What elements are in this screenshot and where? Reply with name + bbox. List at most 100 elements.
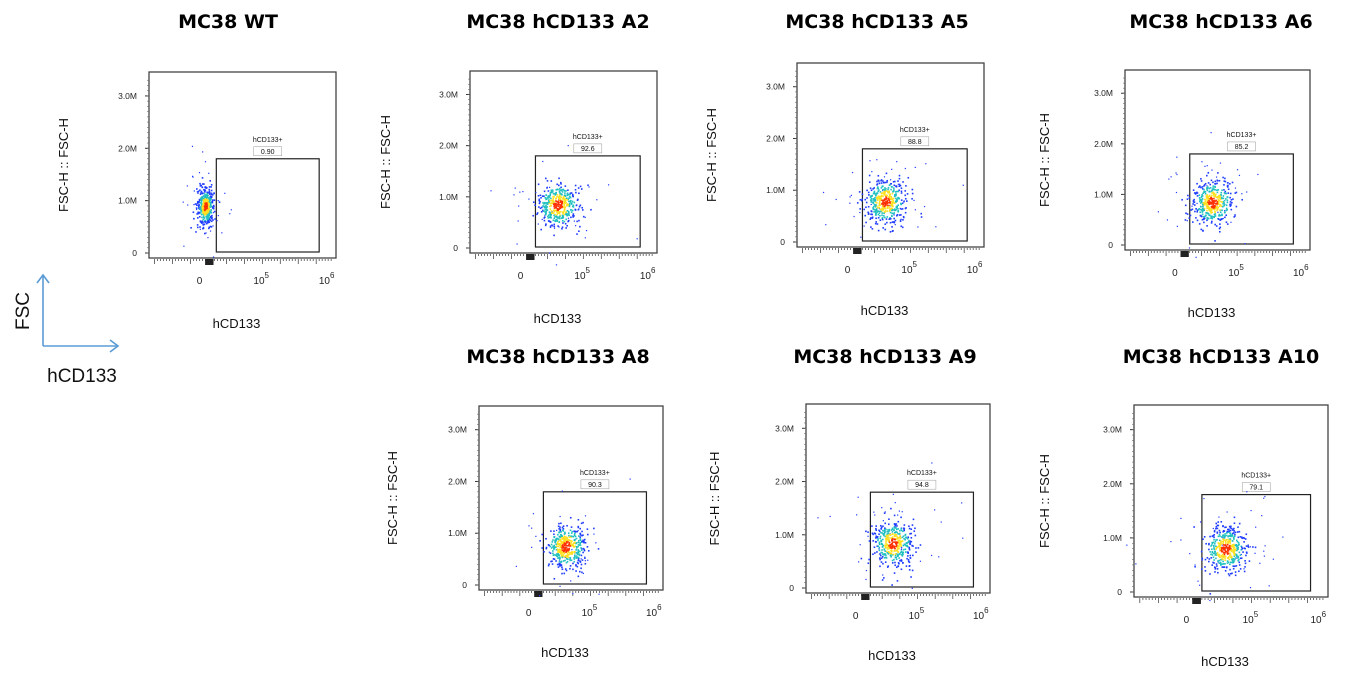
density-point: [548, 551, 550, 553]
density-point: [545, 202, 548, 204]
density-point: [911, 587, 913, 589]
density-point: [560, 189, 562, 192]
density-point: [890, 549, 893, 551]
plot-frame: [805, 403, 991, 594]
density-point: [564, 531, 566, 534]
density-point: [1199, 211, 1202, 214]
density-point: [1200, 199, 1203, 202]
density-point: [890, 507, 892, 510]
density-point: [881, 214, 883, 217]
density-point: [891, 207, 893, 210]
density-point: [199, 193, 202, 195]
density-point: [1189, 214, 1192, 217]
density-point: [897, 196, 899, 199]
density-point: [1239, 536, 1242, 538]
density-point: [1235, 545, 1238, 547]
density-point: [578, 205, 581, 208]
density-point: [871, 213, 873, 216]
x-tick-label: 0: [1172, 268, 1178, 279]
gate-name: hCD133+: [1227, 132, 1257, 139]
density-point: [1213, 559, 1215, 561]
density-point: [568, 200, 570, 203]
density-point: [551, 212, 553, 214]
density-point: [1199, 208, 1202, 211]
density-point: [1236, 169, 1239, 171]
density-point: [1219, 209, 1221, 211]
density-point: [567, 549, 569, 552]
density-point: [879, 191, 882, 193]
y-tick-label: 3.0M: [448, 425, 467, 435]
density-point: [545, 210, 548, 213]
density-point: [198, 211, 200, 214]
density-point: [1249, 587, 1252, 589]
density-point: [552, 200, 555, 202]
density-point: [208, 203, 210, 206]
density-point: [875, 201, 877, 204]
density-point: [575, 225, 577, 227]
density-point: [1228, 544, 1231, 547]
density-point: [553, 225, 556, 228]
gate-name: hCD133+: [1241, 473, 1271, 480]
density-point: [574, 535, 577, 538]
density-point: [1228, 556, 1230, 558]
density-point: [1238, 551, 1241, 554]
density-point: [1219, 198, 1222, 200]
density-point: [1209, 190, 1211, 193]
density-point: [896, 198, 898, 201]
density-point: [548, 563, 550, 565]
density-point: [1200, 228, 1203, 231]
density-point: [882, 185, 884, 188]
density-point: [1227, 542, 1229, 545]
density-point: [200, 196, 203, 199]
density-point: [872, 187, 874, 190]
density-point: [563, 190, 566, 192]
density-point: [201, 221, 203, 223]
density-point: [1264, 545, 1266, 547]
density-point: [1206, 201, 1208, 203]
density-point: [216, 220, 218, 222]
density-point: [1210, 207, 1212, 210]
density-point: [905, 200, 908, 202]
density-point: [1224, 210, 1226, 212]
density-point: [559, 192, 561, 194]
density-point: [515, 565, 517, 567]
density-point: [204, 208, 207, 210]
density-point: [208, 190, 211, 193]
density-point: [882, 195, 884, 198]
density-point: [554, 206, 557, 209]
density-point: [904, 533, 907, 536]
density-point: [898, 174, 901, 177]
density-point: [209, 203, 212, 206]
density-point: [202, 227, 205, 230]
density-point: [209, 199, 211, 202]
density-point: [899, 529, 901, 532]
density-point: [541, 218, 543, 221]
gate-percent: 90.3: [588, 482, 602, 489]
density-point: [538, 199, 540, 202]
density-point: [1192, 201, 1195, 203]
density-point: [569, 196, 572, 199]
density-point: [1223, 184, 1225, 186]
density-point: [861, 198, 864, 201]
density-point: [896, 553, 898, 555]
density-point: [1217, 189, 1220, 191]
plot-frame: [478, 405, 664, 591]
density-point: [891, 226, 893, 228]
density-point: [919, 560, 922, 562]
density-point: [551, 191, 554, 193]
density-point: [205, 215, 207, 218]
density-point: [1222, 560, 1224, 563]
density-point: [559, 215, 561, 218]
density-point: [907, 176, 910, 179]
density-point: [205, 206, 208, 208]
density-point: [883, 212, 885, 215]
density-point: [866, 197, 868, 199]
density-point: [546, 203, 549, 205]
y-tick-label: 3.0M: [1103, 425, 1122, 435]
density-point: [885, 540, 887, 543]
density-point: [1227, 557, 1229, 559]
density-point: [574, 555, 576, 557]
density-point: [567, 145, 569, 147]
density-point: [907, 551, 909, 554]
density-point: [876, 536, 879, 538]
